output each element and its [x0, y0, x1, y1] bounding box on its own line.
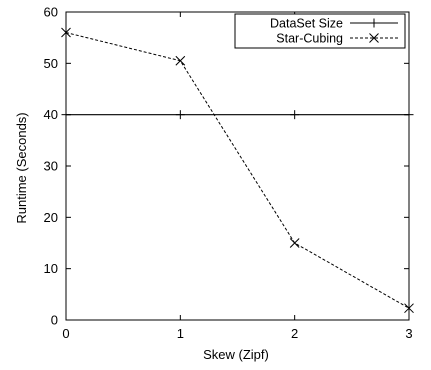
data-point: [61, 27, 71, 38]
data-point: [175, 55, 186, 66]
series-layer: [61, 27, 414, 314]
legend-label: Star-Cubing: [276, 32, 343, 46]
cross-marker-b: [404, 303, 414, 314]
x-axis-label: Skew (Zipf): [203, 347, 269, 362]
x-tick-label: 2: [291, 326, 298, 341]
data-point: [290, 110, 300, 120]
y-tick-label: 10: [44, 261, 58, 276]
plot-frame: [65, 11, 410, 321]
legend-marker: [369, 18, 379, 28]
y-tick-label: 40: [44, 107, 58, 122]
cross-marker-b: [289, 238, 300, 248]
cross-marker-b: [61, 27, 71, 38]
y-tick-label: 20: [44, 210, 58, 225]
x-tick-label: 1: [177, 326, 184, 341]
data-point: [289, 238, 300, 248]
data-point: [404, 303, 414, 314]
legend-label: DataSet Size: [270, 17, 343, 31]
x-tick-label: 3: [405, 326, 412, 341]
series-0: [61, 110, 414, 120]
legend-box: [234, 13, 406, 49]
y-axis-ticks: 0 10 20 30 40 50 60: [44, 5, 409, 328]
series-line: [65, 32, 410, 309]
data-point: [61, 110, 71, 120]
y-tick-label: 60: [44, 5, 58, 20]
plot-border: [65, 11, 410, 321]
y-tick-label: 0: [51, 313, 58, 328]
cross-marker-b: [175, 55, 186, 66]
cross-marker-b: [369, 33, 379, 43]
y-tick-label: 50: [44, 56, 58, 71]
x-tick-label: 0: [62, 326, 69, 341]
x-axis-ticks: 0 1 2 3: [62, 12, 413, 341]
y-tick-label: 30: [44, 159, 58, 174]
data-point: [404, 110, 414, 120]
series-1: [61, 27, 414, 314]
legend-marker: [369, 33, 379, 43]
data-point: [175, 110, 185, 120]
y-axis-label: Runtime (Seconds): [14, 112, 29, 223]
